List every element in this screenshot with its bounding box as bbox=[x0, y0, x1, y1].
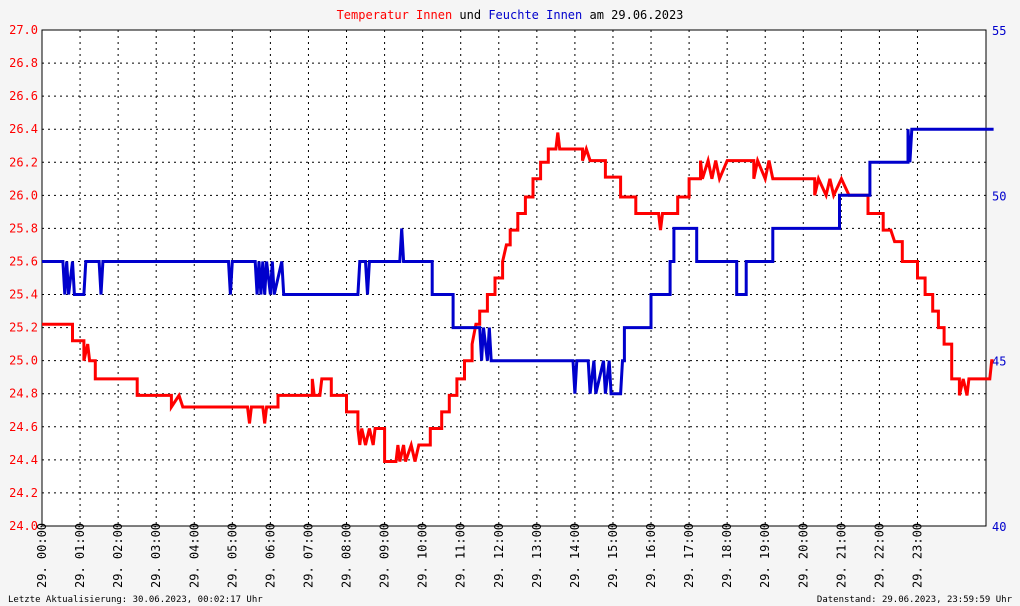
x-tick-label: 29. 00:00 bbox=[35, 523, 49, 588]
y-left-tick-label: 26.4 bbox=[9, 122, 38, 136]
y-left-tick-label: 24.8 bbox=[9, 387, 38, 401]
plot-area bbox=[42, 30, 986, 526]
y-left-tick-label: 25.6 bbox=[9, 254, 38, 268]
x-tick-label: 29. 16:00 bbox=[644, 523, 658, 588]
y-left-tick-label: 26.2 bbox=[9, 155, 38, 169]
footer-data-state: Datenstand: 29.06.2023, 23:59:59 Uhr bbox=[817, 595, 1013, 605]
y-left-tick-label: 27.0 bbox=[9, 23, 38, 37]
footer-last-update: Letzte Aktualisierung: 30.06.2023, 00:02… bbox=[8, 595, 263, 605]
y-left-tick-label: 25.8 bbox=[9, 221, 38, 235]
y-left-tick-label: 24.6 bbox=[9, 420, 38, 434]
y-right-tick-label: 45 bbox=[992, 355, 1006, 369]
title-part: Temperatur Innen bbox=[337, 8, 453, 22]
x-tick-label: 29. 23:00 bbox=[910, 523, 924, 588]
x-tick-label: 29. 22:00 bbox=[872, 523, 886, 588]
y-right-tick-label: 55 bbox=[992, 24, 1006, 38]
x-tick-label: 29. 01:00 bbox=[73, 523, 87, 588]
x-tick-label: 29. 17:00 bbox=[682, 523, 696, 588]
series-line-temperature bbox=[42, 132, 994, 463]
x-tick-label: 29. 05:00 bbox=[225, 523, 239, 588]
y-left-tick-label: 24.2 bbox=[9, 486, 38, 500]
y-right-tick-label: 40 bbox=[992, 520, 1006, 534]
x-tick-label: 29. 04:00 bbox=[187, 523, 201, 588]
title-part: Feuchte Innen bbox=[488, 8, 582, 22]
y-left-tick-label: 26.8 bbox=[9, 56, 38, 70]
series-line-humidity bbox=[42, 127, 994, 396]
y-left-tick-label: 25.4 bbox=[9, 288, 38, 302]
plot-border bbox=[41, 29, 987, 527]
title-part: am 29.06.2023 bbox=[589, 8, 683, 22]
chart-title: Temperatur Innen und Feuchte Innen am 29… bbox=[337, 8, 684, 22]
y-left-tick-label: 25.2 bbox=[9, 321, 38, 335]
x-tick-label: 29. 15:00 bbox=[606, 523, 620, 588]
x-tick-label: 29. 06:00 bbox=[263, 523, 277, 588]
x-tick-label: 29. 12:00 bbox=[492, 523, 506, 588]
x-tick-label: 29. 19:00 bbox=[758, 523, 772, 588]
x-tick-label: 29. 10:00 bbox=[416, 523, 430, 588]
y-left-tick-label: 24.4 bbox=[9, 453, 38, 467]
x-tick-label: 29. 14:00 bbox=[568, 523, 582, 588]
x-tick-label: 29. 02:00 bbox=[111, 523, 125, 588]
x-tick-label: 29. 20:00 bbox=[796, 523, 810, 588]
x-tick-label: 29. 13:00 bbox=[530, 523, 544, 588]
y-left-tick-label: 26.6 bbox=[9, 89, 38, 103]
x-tick-label: 29. 07:00 bbox=[301, 523, 315, 588]
y-left-tick-label: 26.0 bbox=[9, 188, 38, 202]
x-tick-label: 29. 11:00 bbox=[454, 523, 468, 588]
x-tick-label: 29. 21:00 bbox=[834, 523, 848, 588]
title-part: und bbox=[459, 8, 481, 22]
y-left-tick-label: 24.0 bbox=[9, 519, 38, 533]
y-left-tick-label: 25.0 bbox=[9, 354, 38, 368]
x-tick-label: 29. 08:00 bbox=[340, 523, 354, 588]
y-right-tick-label: 50 bbox=[992, 189, 1006, 203]
x-tick-label: 29. 09:00 bbox=[378, 523, 392, 588]
x-tick-label: 29. 18:00 bbox=[720, 523, 734, 588]
x-tick-label: 29. 03:00 bbox=[149, 523, 163, 588]
